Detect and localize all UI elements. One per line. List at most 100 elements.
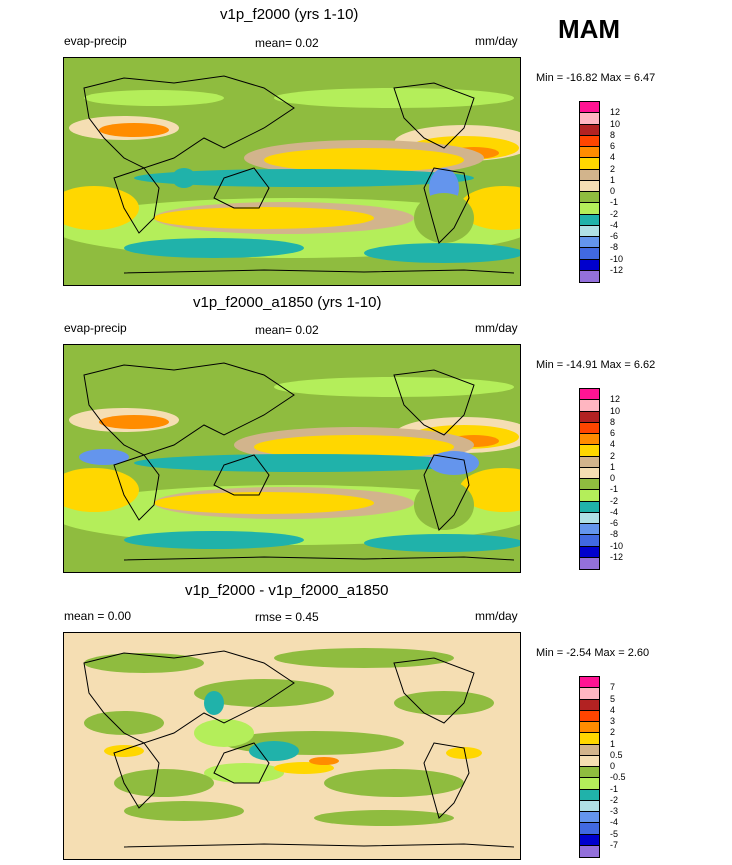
panel-3-units: mm/day (475, 609, 518, 623)
colorbar-tick-label: 0 (610, 473, 616, 483)
colorbar-swatch (580, 501, 599, 513)
colorbar-tick-label: 4 (610, 439, 616, 450)
colorbar-tick-label: -4 (610, 219, 619, 230)
panel-3-left-label: mean = 0.00 (64, 609, 132, 623)
colorbar-tick-label: 3 (610, 716, 616, 726)
colorbar-swatch (580, 733, 599, 745)
colorbar-tick-label: -4 (610, 817, 619, 828)
colorbar-tick-label: 7 (610, 682, 616, 693)
colorbar-tick-label: 2 (610, 163, 616, 174)
panel-1-units: mm/day (475, 34, 518, 48)
colorbar-swatch (580, 169, 599, 181)
colorbar-swatch (580, 456, 599, 468)
colorbar-swatch (580, 467, 599, 479)
colorbar-tick-label: -10 (610, 540, 624, 551)
colorbar-swatch (580, 688, 599, 700)
colorbar-tick-label: -2 (610, 208, 619, 219)
panel-2-units: mm/day (475, 321, 518, 335)
colorbar-tick-label: 0 (610, 761, 616, 771)
colorbar-tick-label: -12 (610, 551, 624, 562)
colorbar-tick-label: -5 (610, 828, 619, 839)
colorbar-swatch (580, 823, 599, 835)
colorbar-swatch (580, 546, 599, 558)
colorbar-tick-label: 5 (610, 693, 616, 704)
colorbar-swatch (580, 270, 599, 282)
season-label: MAM (558, 14, 621, 44)
colorbar-swatch (580, 203, 599, 215)
panel-1-minmax: Min = -16.82 Max = 6.47 (536, 72, 656, 84)
colorbar-swatch (580, 800, 599, 812)
colorbar-swatch (580, 479, 599, 491)
panel-3-title: v1p_f2000 - v1p_f2000_a1850 (185, 582, 389, 599)
colorbar-tick-label: -4 (610, 506, 619, 517)
panel-2-title: v1p_f2000_a1850 (yrs 1-10) (193, 294, 382, 311)
colorbar-tick-label: -10 (610, 253, 624, 264)
colorbar-tick-label: 8 (610, 416, 616, 427)
colorbar-swatch (580, 214, 599, 226)
colorbar-swatch (580, 557, 599, 569)
colorbar-tick-label: 0 (610, 186, 616, 196)
colorbar-tick-label: 6 (610, 428, 616, 438)
colorbar-tick-label: 2 (610, 727, 616, 738)
colorbar-tick-label: 12 (610, 107, 621, 118)
colorbar-tick-label: -8 (610, 529, 619, 540)
panel-1-title: v1p_f2000 (yrs 1-10) (220, 6, 359, 23)
panel-3-colorbar (579, 676, 600, 858)
colorbar-swatch (580, 677, 599, 689)
colorbar-tick-label: -6 (610, 231, 619, 241)
colorbar-tick-label: 4 (610, 152, 616, 163)
colorbar-swatch (580, 710, 599, 722)
colorbar-tick-label: 10 (610, 405, 621, 416)
colorbar-swatch (580, 744, 599, 756)
colorbar-swatch (580, 845, 599, 857)
colorbar-swatch (580, 755, 599, 767)
panel-3-map (63, 632, 521, 860)
colorbar-swatch (580, 102, 599, 114)
colorbar-swatch (580, 259, 599, 271)
colorbar-swatch (580, 445, 599, 457)
colorbar-tick-label: 4 (610, 704, 616, 715)
colorbar-swatch (580, 490, 599, 502)
panel-2-map (63, 344, 521, 573)
colorbar-swatch (580, 400, 599, 412)
colorbar-tick-label: -2 (610, 794, 619, 805)
colorbar-swatch (580, 135, 599, 147)
panel-2-center-label: mean= 0.02 (255, 323, 319, 337)
panel-2-left-label: evap-precip (64, 321, 127, 335)
colorbar-swatch (580, 422, 599, 434)
colorbar-swatch (580, 722, 599, 734)
panel-1-map (63, 57, 521, 286)
colorbar-swatch (580, 767, 599, 779)
colorbar-tick-label: 10 (610, 118, 621, 129)
colorbar-tick-label: -8 (610, 242, 619, 253)
panel-2-minmax: Min = -14.91 Max = 6.62 (536, 359, 656, 371)
colorbar-swatch (580, 834, 599, 846)
colorbar-swatch (580, 411, 599, 423)
colorbar-swatch (580, 248, 599, 260)
colorbar-swatch (580, 789, 599, 801)
colorbar-tick-label: 6 (610, 141, 616, 151)
colorbar-tick-label: 1 (610, 738, 616, 749)
colorbar-swatch (580, 812, 599, 824)
colorbar-swatch (580, 225, 599, 237)
colorbar-swatch (580, 524, 599, 536)
colorbar-swatch (580, 158, 599, 170)
colorbar-swatch (580, 699, 599, 711)
colorbar-tick-label: -2 (610, 495, 619, 506)
colorbar-swatch (580, 180, 599, 192)
panel-1-left-label: evap-precip (64, 34, 127, 48)
colorbar-tick-label: -7 (610, 839, 619, 850)
colorbar-swatch (580, 512, 599, 524)
colorbar-tick-label: 1 (610, 461, 616, 472)
colorbar-swatch (580, 778, 599, 790)
colorbar-swatch (580, 535, 599, 547)
colorbar-tick-label: -1 (610, 484, 619, 495)
panel-3-center-label: rmse = 0.45 (255, 610, 319, 624)
colorbar-tick-label: 8 (610, 129, 616, 140)
panel-1-colorbar (579, 101, 600, 283)
colorbar-swatch (580, 237, 599, 249)
panel-1-center-label: mean= 0.02 (255, 36, 319, 50)
panel-3-minmax: Min = -2.54 Max = 2.60 (536, 647, 650, 659)
colorbar-tick-label: -3 (610, 806, 619, 816)
colorbar-tick-label: 2 (610, 450, 616, 461)
